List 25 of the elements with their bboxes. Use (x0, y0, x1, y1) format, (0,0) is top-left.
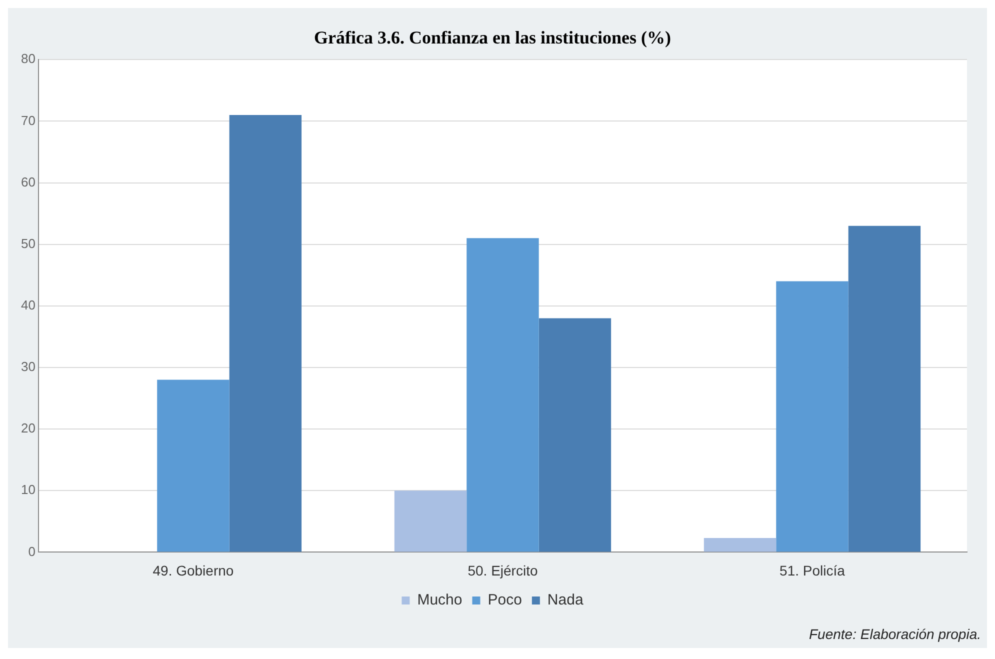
y-tick-label: 70 (20, 112, 36, 128)
legend-label: Mucho (417, 592, 462, 609)
x-tick-label: 51. Policía (780, 562, 846, 578)
bar (704, 538, 776, 552)
y-tick-label: 0 (28, 544, 36, 559)
y-tick-label: 20 (20, 420, 36, 436)
y-tick-label: 50 (20, 236, 36, 251)
y-tick-label: 60 (20, 174, 36, 190)
bar (466, 238, 539, 552)
bar (394, 490, 467, 552)
y-tick-label: 40 (20, 297, 36, 312)
bar (229, 115, 302, 552)
x-tick-label: 50. Ejército (468, 562, 538, 578)
y-tick-label: 30 (20, 359, 36, 374)
bar (848, 226, 921, 552)
legend-label: Nada (547, 592, 584, 609)
y-tick-label: 10 (20, 482, 36, 498)
bar (776, 281, 848, 552)
source-note: Fuente: Elaboración propia. (809, 626, 981, 642)
bar (538, 318, 612, 552)
bar (157, 380, 230, 552)
x-tick-label: 49. Gobierno (152, 562, 234, 578)
legend-label: Poco (488, 592, 522, 609)
y-tick-label: 80 (20, 51, 36, 66)
chart-title: Gráfica 3.6. Confianza en las instituciones (%) (314, 27, 671, 48)
